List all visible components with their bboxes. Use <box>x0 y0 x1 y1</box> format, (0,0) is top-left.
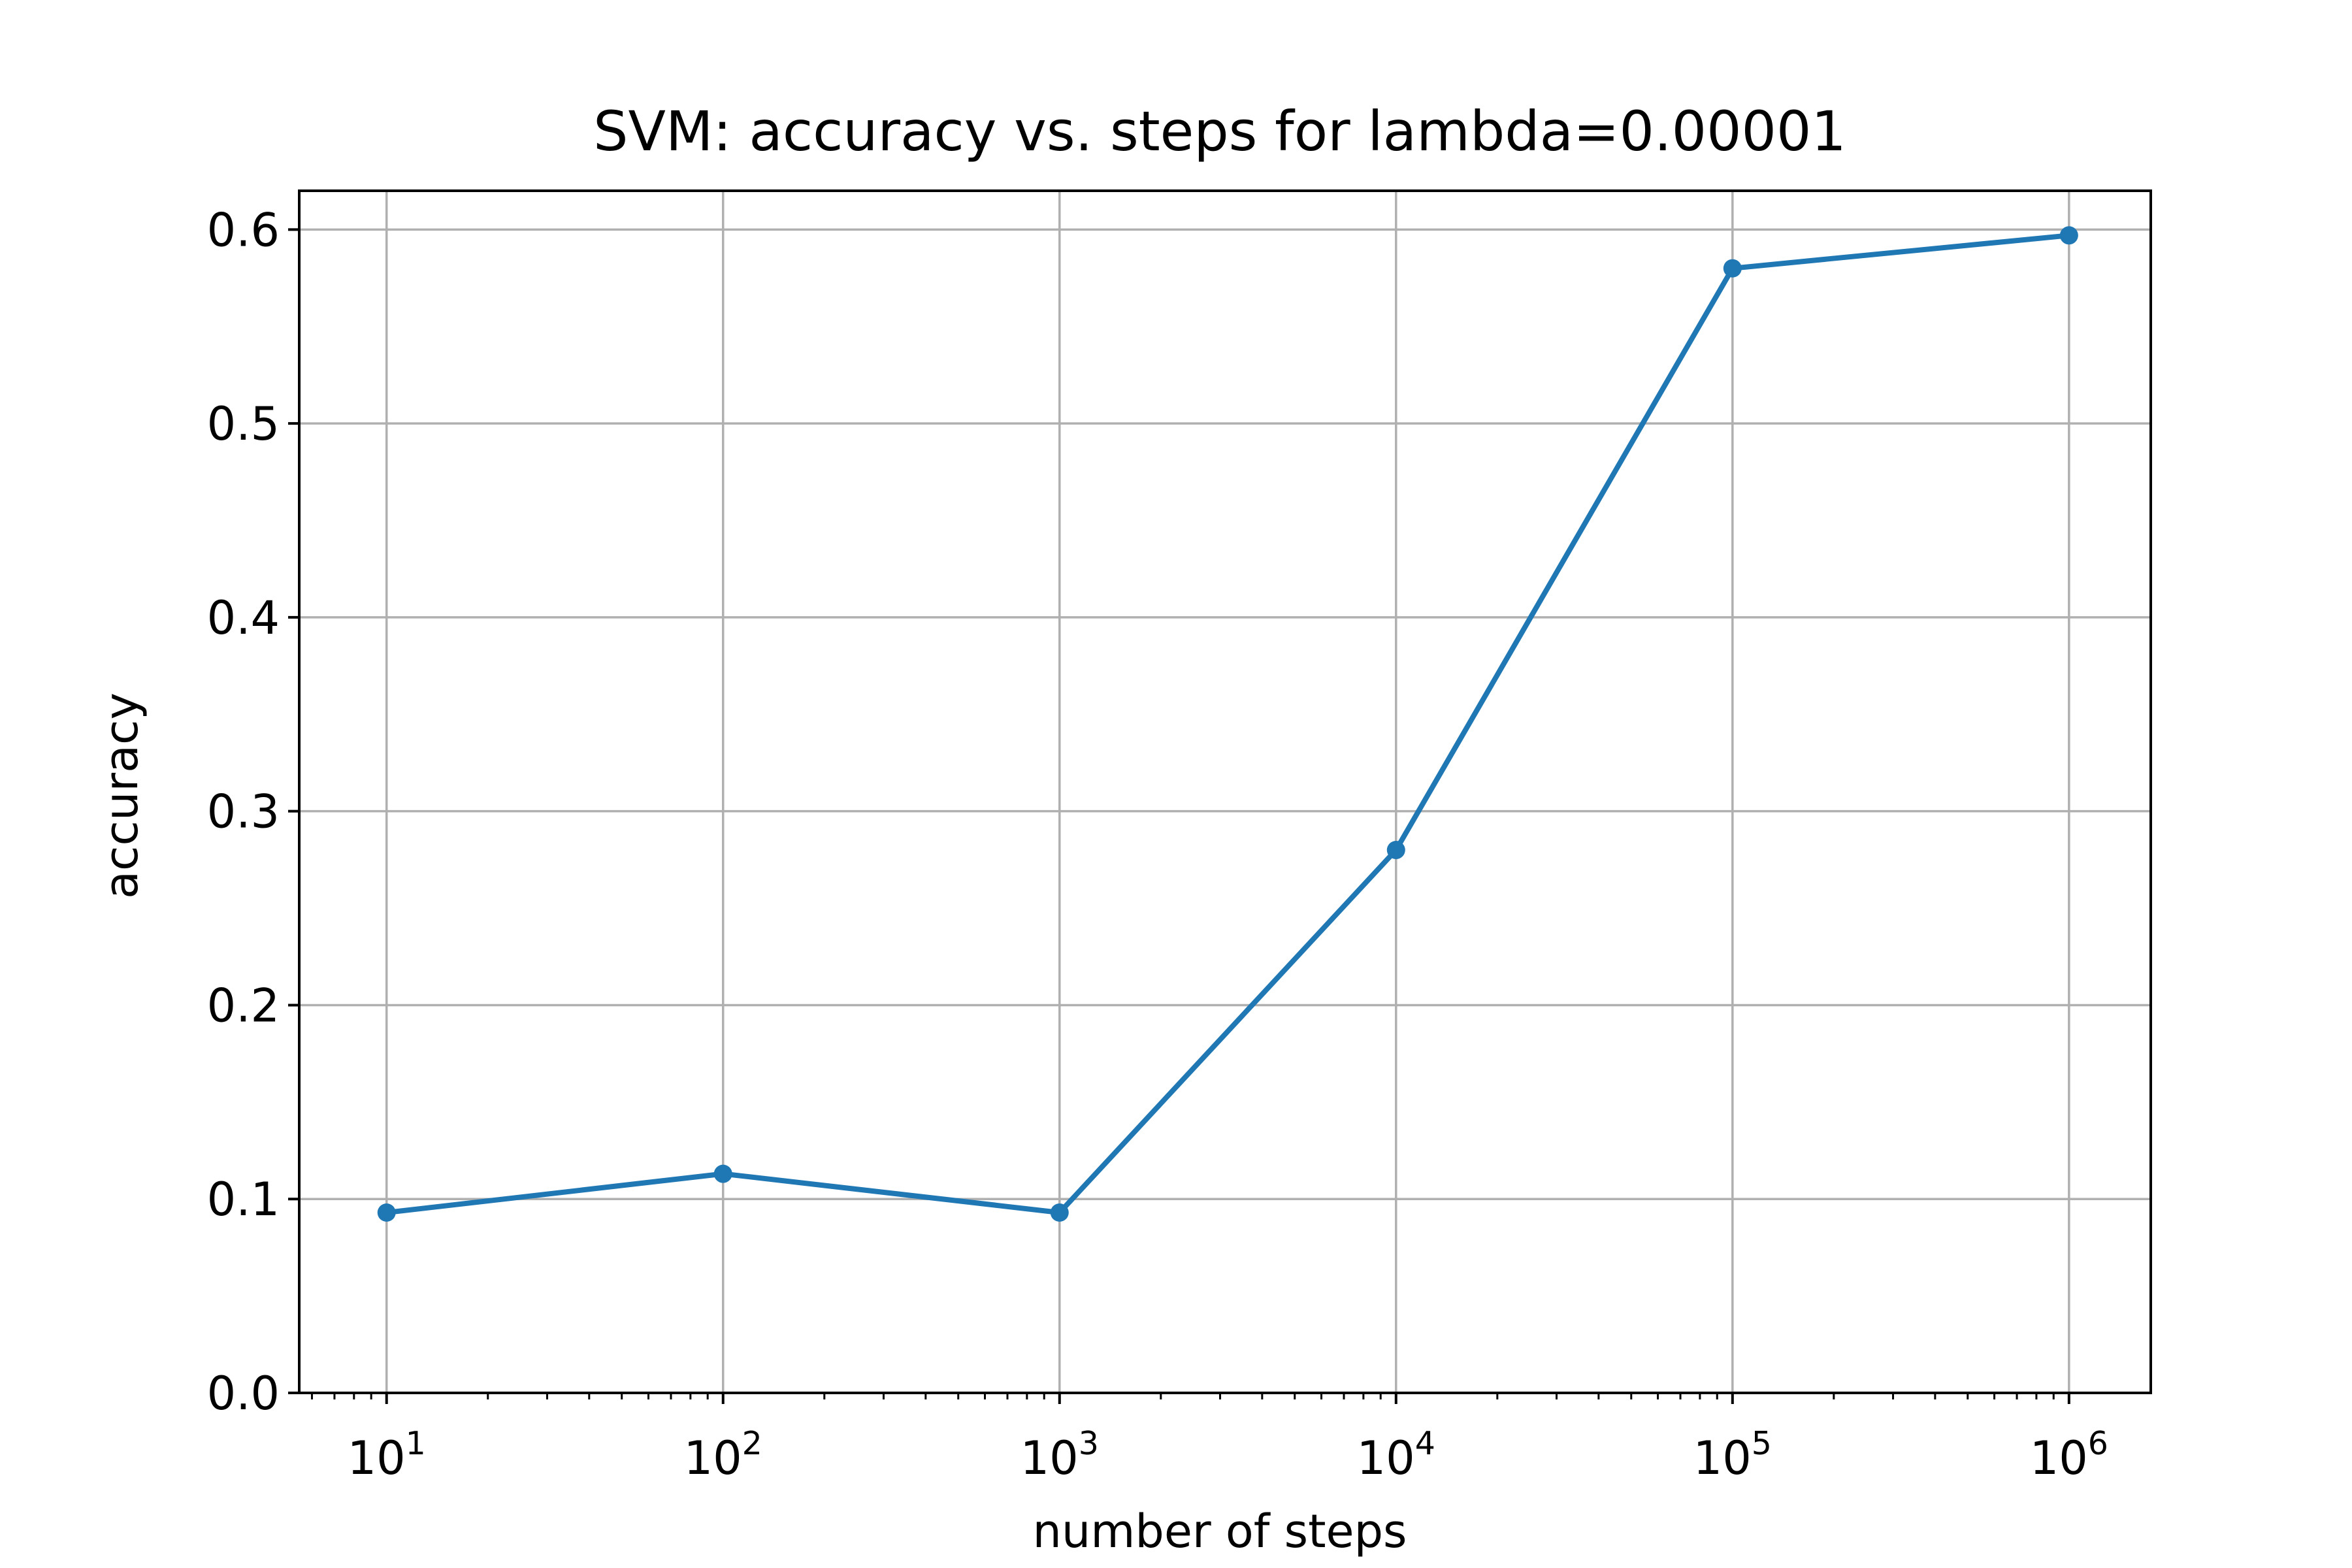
x-tick-label: 104 <box>1357 1425 1435 1485</box>
x-tick-label-base: 10 <box>1357 1431 1415 1485</box>
x-tick-label-base: 10 <box>1693 1431 1752 1485</box>
y-tick-label: 0.3 <box>207 785 280 839</box>
y-tick-label: 0.4 <box>207 591 280 645</box>
data-point <box>713 1164 732 1183</box>
grid-lines <box>299 191 2151 1394</box>
y-tick-label: 0.6 <box>207 203 280 257</box>
y-axis-label: accuracy <box>95 693 148 899</box>
series-line <box>384 233 2072 1215</box>
data-point <box>1723 259 1742 278</box>
y-tick-label: 0.5 <box>207 397 280 451</box>
minor-ticks <box>310 1393 2055 1399</box>
x-tick-label-exponent: 3 <box>1079 1425 1099 1462</box>
y-tick-label: 0.0 <box>207 1367 280 1420</box>
x-tick-label-exponent: 2 <box>742 1425 762 1462</box>
x-tick-label-exponent: 4 <box>1415 1425 1435 1462</box>
x-tick-label-base: 10 <box>2030 1431 2088 1485</box>
y-tick-label: 0.2 <box>207 979 280 1032</box>
x-tick-label-base: 10 <box>684 1431 742 1485</box>
axes-frame <box>298 189 2152 1394</box>
data-point <box>1386 841 1405 860</box>
x-tick-label-exponent: 5 <box>1752 1425 1772 1462</box>
x-tick-label-exponent: 1 <box>406 1425 426 1462</box>
x-axis-label: number of steps <box>1032 1505 1407 1558</box>
x-tick-label: 102 <box>684 1425 762 1485</box>
data-point <box>377 1203 396 1222</box>
x-tick-label: 106 <box>2030 1425 2108 1485</box>
x-tick-label-base: 10 <box>348 1431 406 1485</box>
x-tick-label-exponent: 6 <box>2088 1425 2108 1462</box>
data-point <box>2059 226 2078 245</box>
x-tick-label: 103 <box>1021 1425 1099 1485</box>
y-tick-label: 0.1 <box>207 1173 280 1226</box>
x-tick-label: 101 <box>348 1425 426 1485</box>
data-point <box>1050 1203 1069 1222</box>
chart-title: SVM: accuracy vs. steps for lambda=0.000… <box>593 99 1846 163</box>
data-series <box>377 226 2078 1222</box>
x-tick-label-base: 10 <box>1021 1431 1079 1485</box>
x-tick-label: 105 <box>1693 1425 1772 1485</box>
